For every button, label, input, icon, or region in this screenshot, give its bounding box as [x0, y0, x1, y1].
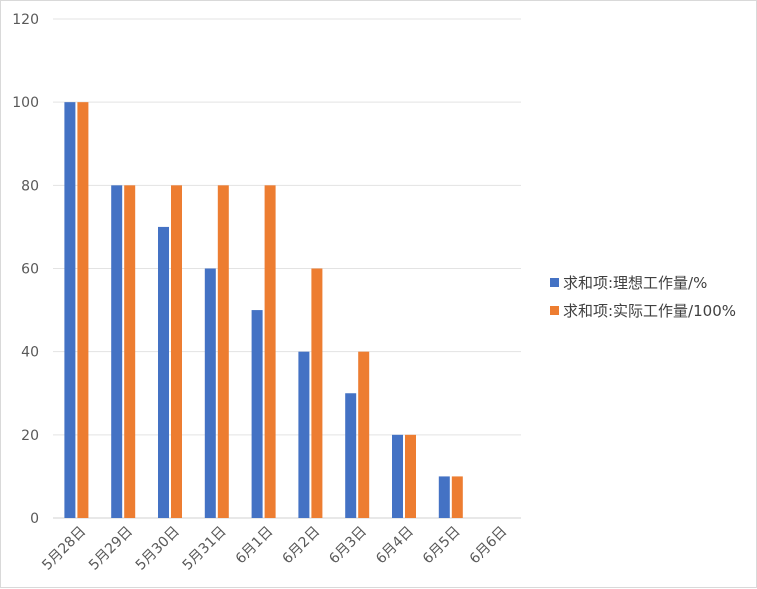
- bar-actual: [358, 351, 370, 518]
- legend-swatch: [550, 306, 559, 315]
- bar-ideal: [392, 434, 403, 518]
- legend-label: 求和项:实际工作量/100%: [563, 302, 736, 320]
- bar-ideal: [298, 351, 310, 518]
- x-tick-label: 5月31日: [180, 524, 230, 574]
- bar-actual: [77, 102, 89, 519]
- x-tick-label: 5月29日: [86, 524, 136, 574]
- x-tick-label: 5月28日: [39, 524, 89, 574]
- gridlines: [53, 18, 521, 519]
- bar-actual: [451, 476, 463, 518]
- y-tick-label: 120: [12, 12, 39, 28]
- legend-swatch: [550, 278, 559, 287]
- bar-ideal: [438, 476, 450, 518]
- legend-label: 求和项:理想工作量/%: [563, 274, 707, 292]
- bar-ideal: [64, 102, 76, 519]
- bar-ideal: [204, 268, 216, 518]
- x-tick-label: 6月6日: [467, 524, 511, 568]
- x-tick-label: 5月30日: [133, 524, 183, 574]
- x-tick-label: 6月5日: [420, 524, 464, 568]
- legend: 求和项:理想工作量/% 求和项:实际工作量/100%: [550, 274, 736, 320]
- bar-actual: [405, 434, 416, 518]
- y-tick-label: 40: [21, 345, 39, 361]
- x-tick-label: 6月3日: [326, 524, 370, 568]
- y-axis: 0 20 40 60 80 100 120: [12, 12, 39, 527]
- x-tick-label: 6月2日: [280, 524, 324, 568]
- bar-ideal: [111, 185, 123, 519]
- bar-actual: [217, 185, 229, 519]
- y-tick-label: 60: [21, 262, 39, 278]
- y-tick-label: 80: [21, 178, 39, 194]
- bar-ideal: [158, 226, 169, 518]
- y-tick-label: 20: [21, 428, 39, 444]
- y-tick-label: 100: [12, 95, 39, 111]
- bar-actual: [171, 185, 182, 519]
- y-tick-label: 0: [30, 511, 39, 527]
- bar-actual: [311, 268, 323, 518]
- bar-ideal: [345, 393, 357, 518]
- bar-actual: [124, 185, 136, 519]
- x-tick-label: 6月4日: [373, 524, 417, 568]
- x-tick-label: 6月1日: [233, 524, 277, 568]
- bar-actual: [264, 185, 276, 519]
- bar-series: [64, 102, 463, 519]
- bar-ideal: [251, 310, 263, 518]
